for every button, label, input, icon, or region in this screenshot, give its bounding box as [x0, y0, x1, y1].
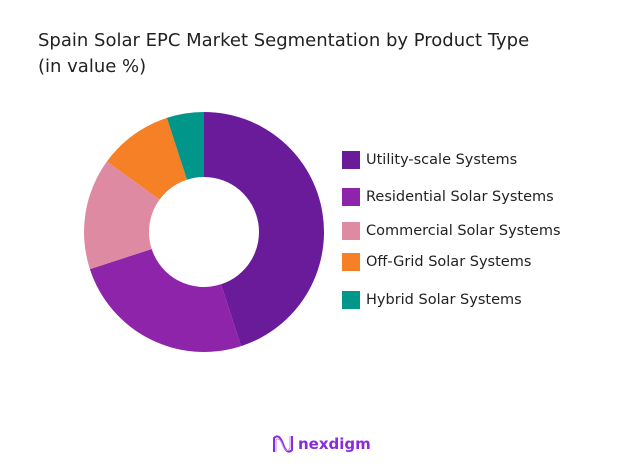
- logo-wave-icon: [273, 435, 293, 453]
- donut-slice-utility-scale-systems: [204, 112, 324, 347]
- legend-item: Commercial Solar Systems: [342, 222, 561, 240]
- legend-swatch: [342, 188, 360, 206]
- donut-slice-commercial-solar-systems: [84, 161, 160, 270]
- donut-slice-hybrid-solar-systems: [166, 112, 204, 180]
- legend-item: Residential Solar Systems: [342, 188, 554, 206]
- legend-item: Off-Grid Solar Systems: [342, 253, 531, 271]
- legend-swatch: [342, 253, 360, 271]
- legend-swatch: [342, 222, 360, 240]
- donut-slice-off-grid-solar-systems: [106, 117, 188, 200]
- legend-item: Utility-scale Systems: [342, 151, 517, 169]
- legend-swatch: [342, 151, 360, 169]
- nexdigm-logo: nexdigm: [272, 434, 371, 454]
- title-text: Spain Solar EPC Market Segmentation by P…: [38, 30, 530, 51]
- chart-title: Spain Solar EPC Market Segmentation by P…: [38, 28, 529, 80]
- legend-swatch: [342, 291, 360, 309]
- legend-label: Residential Solar Systems: [366, 189, 554, 205]
- logo-text: nexdigm: [298, 435, 371, 453]
- legend-label: Off-Grid Solar Systems: [366, 254, 532, 270]
- legend-item: Hybrid Solar Systems: [342, 291, 522, 309]
- donut-slice-residential-solar-systems: [89, 248, 242, 352]
- subtitle-text: (in value %): [38, 56, 147, 77]
- legend-label: Commercial Solar Systems: [366, 223, 561, 239]
- legend-label: Hybrid Solar Systems: [366, 292, 522, 308]
- legend-label: Utility-scale Systems: [366, 152, 518, 168]
